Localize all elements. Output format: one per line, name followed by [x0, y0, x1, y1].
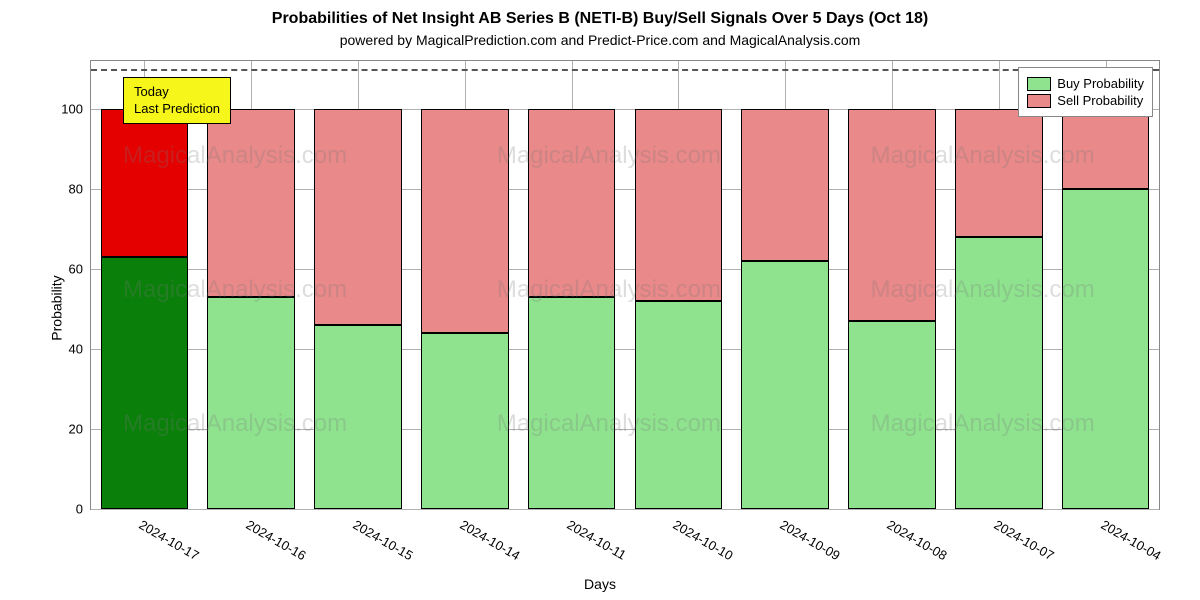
bar-sell: [421, 109, 509, 333]
bar-sell: [848, 109, 936, 321]
bar-buy: [528, 297, 616, 509]
bar-buy: [101, 257, 189, 509]
bar-buy: [955, 237, 1043, 509]
bar-group: [848, 61, 936, 509]
chart-title: Probabilities of Net Insight AB Series B…: [0, 10, 1200, 28]
x-tick-label: 2024-10-17: [137, 517, 202, 563]
bar-buy: [848, 321, 936, 509]
legend-swatch: [1027, 77, 1051, 91]
legend: Buy Probability Sell Probability: [1018, 67, 1153, 117]
y-tick-label: 60: [69, 262, 83, 277]
x-tick-label: 2024-10-07: [991, 517, 1056, 563]
bar-group-today: [101, 61, 189, 509]
x-tick-label: 2024-10-15: [351, 517, 416, 563]
legend-label: Buy Probability: [1057, 76, 1144, 91]
y-tick-label: 0: [76, 502, 83, 517]
plot-area: 0204060801002024-10-172024-10-162024-10-…: [90, 60, 1160, 510]
chart-subtitle: powered by MagicalPrediction.com and Pre…: [0, 32, 1200, 48]
bar-group: [741, 61, 829, 509]
y-tick-label: 100: [61, 102, 83, 117]
bar-group: [1062, 61, 1150, 509]
bar-sell: [101, 109, 189, 257]
x-tick-label: 2024-10-09: [778, 517, 843, 563]
bar-sell: [314, 109, 402, 325]
bar-buy: [1062, 189, 1150, 509]
x-tick-label: 2024-10-10: [671, 517, 736, 563]
reference-line: [91, 69, 1159, 71]
bar-group: [207, 61, 295, 509]
y-tick-label: 40: [69, 342, 83, 357]
legend-item: Buy Probability: [1027, 76, 1144, 91]
bar-group: [955, 61, 1043, 509]
y-tick-label: 80: [69, 182, 83, 197]
today-annotation-line2: Last Prediction: [134, 101, 220, 118]
bar-buy: [741, 261, 829, 509]
chart-container: Probabilities of Net Insight AB Series B…: [0, 0, 1200, 600]
bar-group: [528, 61, 616, 509]
gridline-h: [91, 509, 1159, 510]
x-tick-label: 2024-10-11: [564, 517, 628, 563]
x-tick-label: 2024-10-14: [457, 517, 522, 563]
bar-sell: [528, 109, 616, 297]
bar-buy: [421, 333, 509, 509]
today-annotation-line1: Today: [134, 84, 220, 101]
bar-sell: [207, 109, 295, 297]
bar-buy: [635, 301, 723, 509]
bar-group: [635, 61, 723, 509]
legend-label: Sell Probability: [1057, 93, 1143, 108]
y-tick-label: 20: [69, 422, 83, 437]
bar-sell: [635, 109, 723, 301]
bar-buy: [207, 297, 295, 509]
x-tick-label: 2024-10-16: [244, 517, 309, 563]
x-axis-label: Days: [584, 576, 616, 592]
x-tick-label: 2024-10-08: [885, 517, 950, 563]
bar-buy: [314, 325, 402, 509]
bar-group: [421, 61, 509, 509]
y-axis-label: Probability: [49, 275, 65, 340]
bar-sell: [741, 109, 829, 261]
legend-swatch: [1027, 94, 1051, 108]
bar-group: [314, 61, 402, 509]
bar-sell: [955, 109, 1043, 237]
legend-item: Sell Probability: [1027, 93, 1144, 108]
today-annotation: TodayLast Prediction: [123, 77, 231, 125]
bar-sell: [1062, 109, 1150, 189]
x-tick-label: 2024-10-04: [1098, 517, 1163, 563]
